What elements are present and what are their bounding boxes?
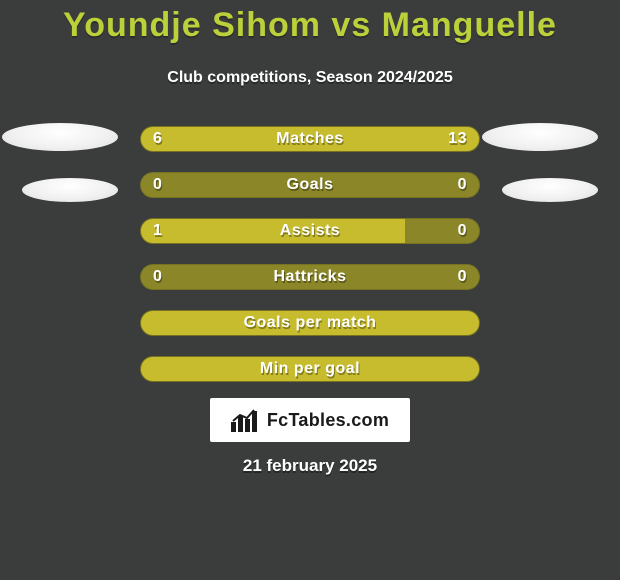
brand-bars-icon — [231, 408, 259, 432]
stat-label: Matches — [141, 127, 479, 151]
page-title: Youndje Sihom vs Manguelle — [0, 0, 620, 45]
brand-chip: FcTables.com — [210, 398, 410, 442]
brand-text: FcTables.com — [267, 410, 389, 431]
player-left-ellipse-1 — [2, 123, 118, 151]
stat-row: Goals per match — [140, 310, 480, 336]
stat-row: 613Matches — [140, 126, 480, 152]
subtitle: Club competitions, Season 2024/2025 — [0, 69, 620, 87]
stat-label: Goals — [141, 173, 479, 197]
stat-rows: 613Matches 00Goals 10Assists 00Hattricks Goa… — [140, 126, 480, 402]
stat-row: 00Hattricks — [140, 264, 480, 290]
player-left-ellipse-2 — [22, 178, 118, 202]
stat-label: Hattricks — [141, 265, 479, 289]
stat-label: Goals per match — [141, 311, 479, 335]
stat-row: Min per goal — [140, 356, 480, 382]
stat-row: 10Assists — [140, 218, 480, 244]
stat-label: Min per goal — [141, 357, 479, 381]
player-right-ellipse-2 — [502, 178, 598, 202]
player-right-ellipse-1 — [482, 123, 598, 151]
date-text: 21 february 2025 — [0, 456, 620, 476]
stat-label: Assists — [141, 219, 479, 243]
infographic-canvas: Youndje Sihom vs Manguelle Club competit… — [0, 0, 620, 580]
stat-row: 00Goals — [140, 172, 480, 198]
